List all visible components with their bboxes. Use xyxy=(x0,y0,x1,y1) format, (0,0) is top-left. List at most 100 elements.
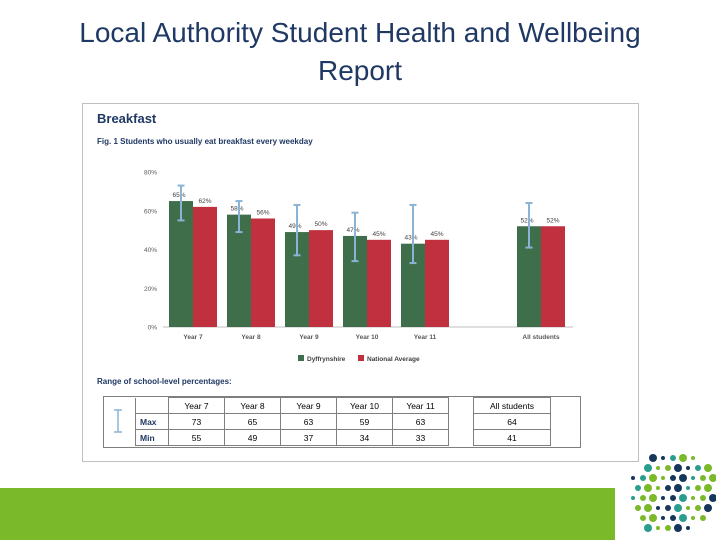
range-col-header: Year 8 xyxy=(224,397,281,414)
logo-dot xyxy=(640,515,646,521)
range-cell: 73 xyxy=(168,413,225,430)
logo-dot xyxy=(674,484,682,492)
range-cell: 65 xyxy=(224,413,281,430)
logo-dot xyxy=(700,495,706,501)
logo-dot xyxy=(665,485,671,491)
range-table-corner xyxy=(135,397,169,414)
range-cell: 55 xyxy=(168,429,225,446)
logo-dot xyxy=(691,456,695,460)
logo-dot xyxy=(695,505,701,511)
logo-dot xyxy=(700,475,706,481)
bar-national-average xyxy=(425,239,449,327)
breakfast-panel: 0% 20% 40% 60% 80% 65% 62% Year 7 58% 56% Year 8 49… xyxy=(82,103,639,462)
bar-dyffrynshire xyxy=(169,201,193,327)
figure-caption: Fig. 1 Students who usually eat breakfas… xyxy=(97,137,313,146)
logo-dot xyxy=(644,524,652,532)
logo-dot xyxy=(686,486,690,490)
logo-dot xyxy=(644,484,652,492)
range-row-label: Min xyxy=(135,429,169,446)
range-col-header: Year 7 xyxy=(168,397,225,414)
logo-dot xyxy=(665,465,671,471)
bar-national-average xyxy=(541,226,565,327)
bar-national-average xyxy=(251,218,275,327)
logo-dot xyxy=(670,475,676,481)
x-tick-label: Year 11 xyxy=(414,334,437,341)
logo-dot xyxy=(640,475,646,481)
range-cell: 59 xyxy=(336,413,393,430)
logo-dot xyxy=(709,474,716,482)
breakfast-chart: 0% 20% 40% 60% 80% 65% 62% Year 7 58% 56% Year 8 49… xyxy=(144,170,573,363)
logo-dot xyxy=(644,464,652,472)
legend-label: Dyffrynshire xyxy=(307,356,346,363)
x-tick-label: Year 10 xyxy=(356,334,379,341)
bar-dyffrynshire xyxy=(227,214,251,327)
dot-cluster-logo-icon xyxy=(631,454,716,532)
logo-dot xyxy=(665,525,671,531)
logo-dot xyxy=(704,484,712,492)
logo-dot xyxy=(695,465,701,471)
range-cell: 41 xyxy=(473,429,551,446)
logo-dot xyxy=(691,476,695,480)
data-label: 47% xyxy=(346,227,359,234)
data-label: 43% xyxy=(404,235,417,242)
logo-dot xyxy=(674,464,682,472)
bar-national-average xyxy=(309,230,333,327)
logo-dot xyxy=(644,504,652,512)
legend-swatch xyxy=(298,355,304,361)
y-tick-label: 40% xyxy=(144,247,157,254)
range-cell: 37 xyxy=(280,429,337,446)
data-label: 50% xyxy=(314,221,327,228)
bar-national-average xyxy=(193,206,217,327)
range-cell: 63 xyxy=(280,413,337,430)
logo-dot xyxy=(695,485,701,491)
logo-dot xyxy=(686,506,690,510)
logo-dot xyxy=(674,504,682,512)
logo-dot xyxy=(709,494,716,502)
logo-dot xyxy=(704,464,712,472)
range-table-header-row: Year 7 Year 8 Year 9 Year 10 Year 11 All… xyxy=(135,397,551,414)
data-label: 58% xyxy=(230,206,243,213)
y-tick-label: 0% xyxy=(148,325,158,332)
slide-title-line-1: Local Authority Student Health and Wellb… xyxy=(79,17,641,48)
data-label: 56% xyxy=(256,210,269,217)
y-tick-label: 60% xyxy=(144,208,157,215)
data-label: 52% xyxy=(546,217,559,224)
range-col-header: Year 9 xyxy=(280,397,337,414)
slide-title-line-2: Report xyxy=(317,55,403,86)
x-tick-label: Year 7 xyxy=(183,334,203,341)
x-tick-label: All students xyxy=(522,334,560,341)
data-label: 62% xyxy=(198,198,211,205)
x-tick-label: Year 8 xyxy=(241,334,261,341)
logo-dot xyxy=(679,494,687,502)
range-cell: 34 xyxy=(336,429,393,446)
legend-swatch xyxy=(358,355,364,361)
range-cell: 49 xyxy=(224,429,281,446)
y-tick-label: 20% xyxy=(144,286,157,293)
logo-dot xyxy=(674,524,682,532)
range-table-grid: Year 7 Year 8 Year 9 Year 10 Year 11 All… xyxy=(135,397,551,446)
range-bar-icon xyxy=(114,409,122,433)
data-label: 52% xyxy=(520,217,533,224)
logo-dot xyxy=(691,496,695,500)
range-col-header: Year 10 xyxy=(336,397,393,414)
slide-title: Local Authority Student Health and Wellb… xyxy=(0,14,720,90)
panel-heading: Breakfast xyxy=(97,111,157,126)
logo-dot xyxy=(635,485,641,491)
legend-label: National Average xyxy=(367,356,420,363)
logo-dot xyxy=(700,515,706,521)
y-tick-label: 80% xyxy=(144,170,157,177)
range-table-spacer xyxy=(448,413,474,430)
logo-dot xyxy=(679,474,687,482)
logo-dot xyxy=(661,516,665,520)
logo-dot xyxy=(649,454,657,462)
logo-dot xyxy=(640,495,646,501)
logo-dot xyxy=(635,505,641,511)
logo-dot xyxy=(656,526,660,530)
range-table-row-max: Max 73 65 63 59 63 64 xyxy=(135,413,551,430)
logo-dot xyxy=(656,506,660,510)
logo-dot xyxy=(686,526,690,530)
logo-dot xyxy=(656,486,660,490)
logo-dot xyxy=(631,496,635,500)
logo-dot xyxy=(670,515,676,521)
data-label: 65% xyxy=(172,192,185,199)
